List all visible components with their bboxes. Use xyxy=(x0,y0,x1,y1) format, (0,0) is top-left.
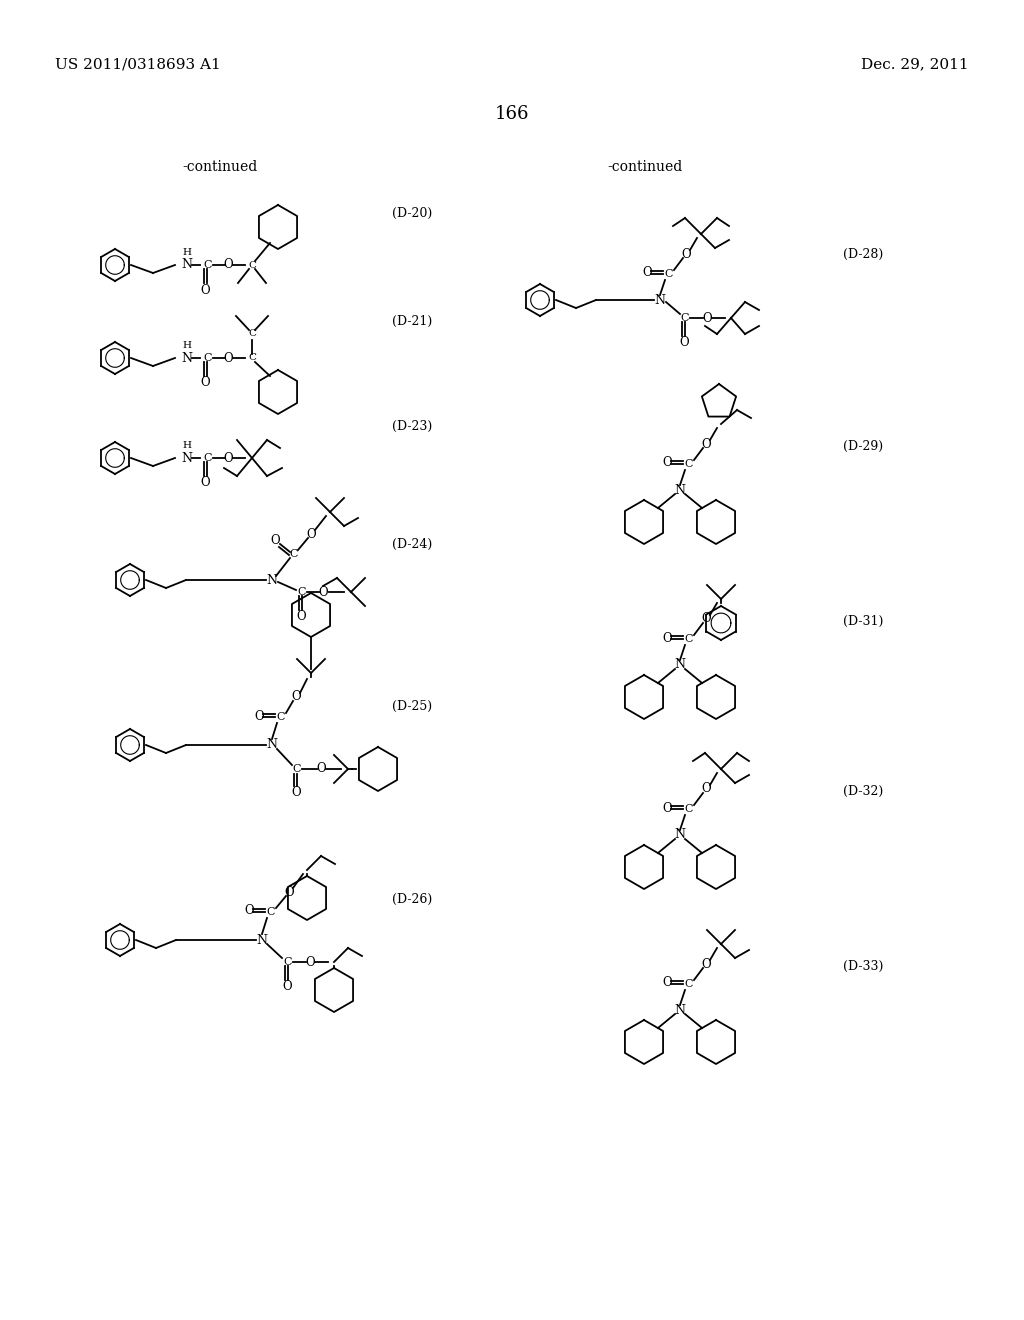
Text: H: H xyxy=(182,341,191,350)
Text: O: O xyxy=(318,586,328,598)
Text: O: O xyxy=(701,612,711,626)
Text: -continued: -continued xyxy=(607,160,683,174)
Text: C: C xyxy=(248,354,256,363)
Text: O: O xyxy=(223,259,232,272)
Text: N: N xyxy=(266,573,278,586)
Text: O: O xyxy=(200,376,210,389)
Text: O: O xyxy=(663,631,672,644)
Text: Dec. 29, 2011: Dec. 29, 2011 xyxy=(861,57,969,71)
Text: C: C xyxy=(284,957,292,968)
Text: H: H xyxy=(182,248,191,257)
Text: (D-31): (D-31) xyxy=(843,615,884,628)
Text: C: C xyxy=(685,979,693,989)
Text: O: O xyxy=(291,785,301,799)
Text: O: O xyxy=(244,904,254,917)
Text: N: N xyxy=(266,738,278,751)
Text: C: C xyxy=(685,804,693,814)
Text: O: O xyxy=(200,284,210,297)
Text: C: C xyxy=(290,549,298,558)
Text: C: C xyxy=(204,260,212,271)
Text: (D-25): (D-25) xyxy=(392,700,432,713)
Text: 166: 166 xyxy=(495,106,529,123)
Text: (D-20): (D-20) xyxy=(392,207,432,220)
Text: (D-28): (D-28) xyxy=(843,248,884,261)
Text: N: N xyxy=(654,293,666,306)
Text: O: O xyxy=(701,783,711,796)
Text: O: O xyxy=(270,535,280,548)
Text: O: O xyxy=(701,437,711,450)
Text: O: O xyxy=(223,451,232,465)
Text: O: O xyxy=(642,267,652,280)
Text: (D-23): (D-23) xyxy=(392,420,432,433)
Text: C: C xyxy=(248,260,256,269)
Text: C: C xyxy=(204,453,212,463)
Text: N: N xyxy=(181,351,193,364)
Text: O: O xyxy=(679,335,689,348)
Text: O: O xyxy=(702,312,712,325)
Text: C: C xyxy=(298,587,306,597)
Text: (D-33): (D-33) xyxy=(843,960,884,973)
Text: (D-29): (D-29) xyxy=(843,440,883,453)
Text: H: H xyxy=(182,441,191,450)
Text: C: C xyxy=(681,313,689,323)
Text: C: C xyxy=(685,634,693,644)
Text: O: O xyxy=(305,956,314,969)
Text: N: N xyxy=(181,259,193,272)
Text: -continued: -continued xyxy=(182,160,258,174)
Text: O: O xyxy=(306,528,315,540)
Text: N: N xyxy=(256,933,267,946)
Text: O: O xyxy=(200,477,210,490)
Text: US 2011/0318693 A1: US 2011/0318693 A1 xyxy=(55,57,221,71)
Text: (D-21): (D-21) xyxy=(392,315,432,327)
Text: O: O xyxy=(283,979,292,993)
Text: O: O xyxy=(701,957,711,970)
Text: N: N xyxy=(675,1003,685,1016)
Text: C: C xyxy=(276,711,286,722)
Text: C: C xyxy=(248,330,256,338)
Text: N: N xyxy=(675,483,685,496)
Text: O: O xyxy=(291,690,301,704)
Text: O: O xyxy=(663,457,672,470)
Text: (D-32): (D-32) xyxy=(843,785,884,799)
Text: C: C xyxy=(293,764,301,774)
Text: C: C xyxy=(685,459,693,469)
Text: O: O xyxy=(254,710,264,722)
Text: C: C xyxy=(665,269,673,279)
Text: O: O xyxy=(663,977,672,990)
Text: O: O xyxy=(296,610,306,623)
Text: O: O xyxy=(663,801,672,814)
Text: N: N xyxy=(675,659,685,672)
Text: C: C xyxy=(204,352,212,363)
Text: O: O xyxy=(223,351,232,364)
Text: O: O xyxy=(316,763,326,776)
Text: (D-24): (D-24) xyxy=(392,539,432,550)
Text: N: N xyxy=(675,829,685,842)
Text: C: C xyxy=(266,907,275,917)
Text: O: O xyxy=(681,248,691,260)
Text: (D-26): (D-26) xyxy=(392,894,432,906)
Text: N: N xyxy=(181,451,193,465)
Text: O: O xyxy=(285,886,294,899)
